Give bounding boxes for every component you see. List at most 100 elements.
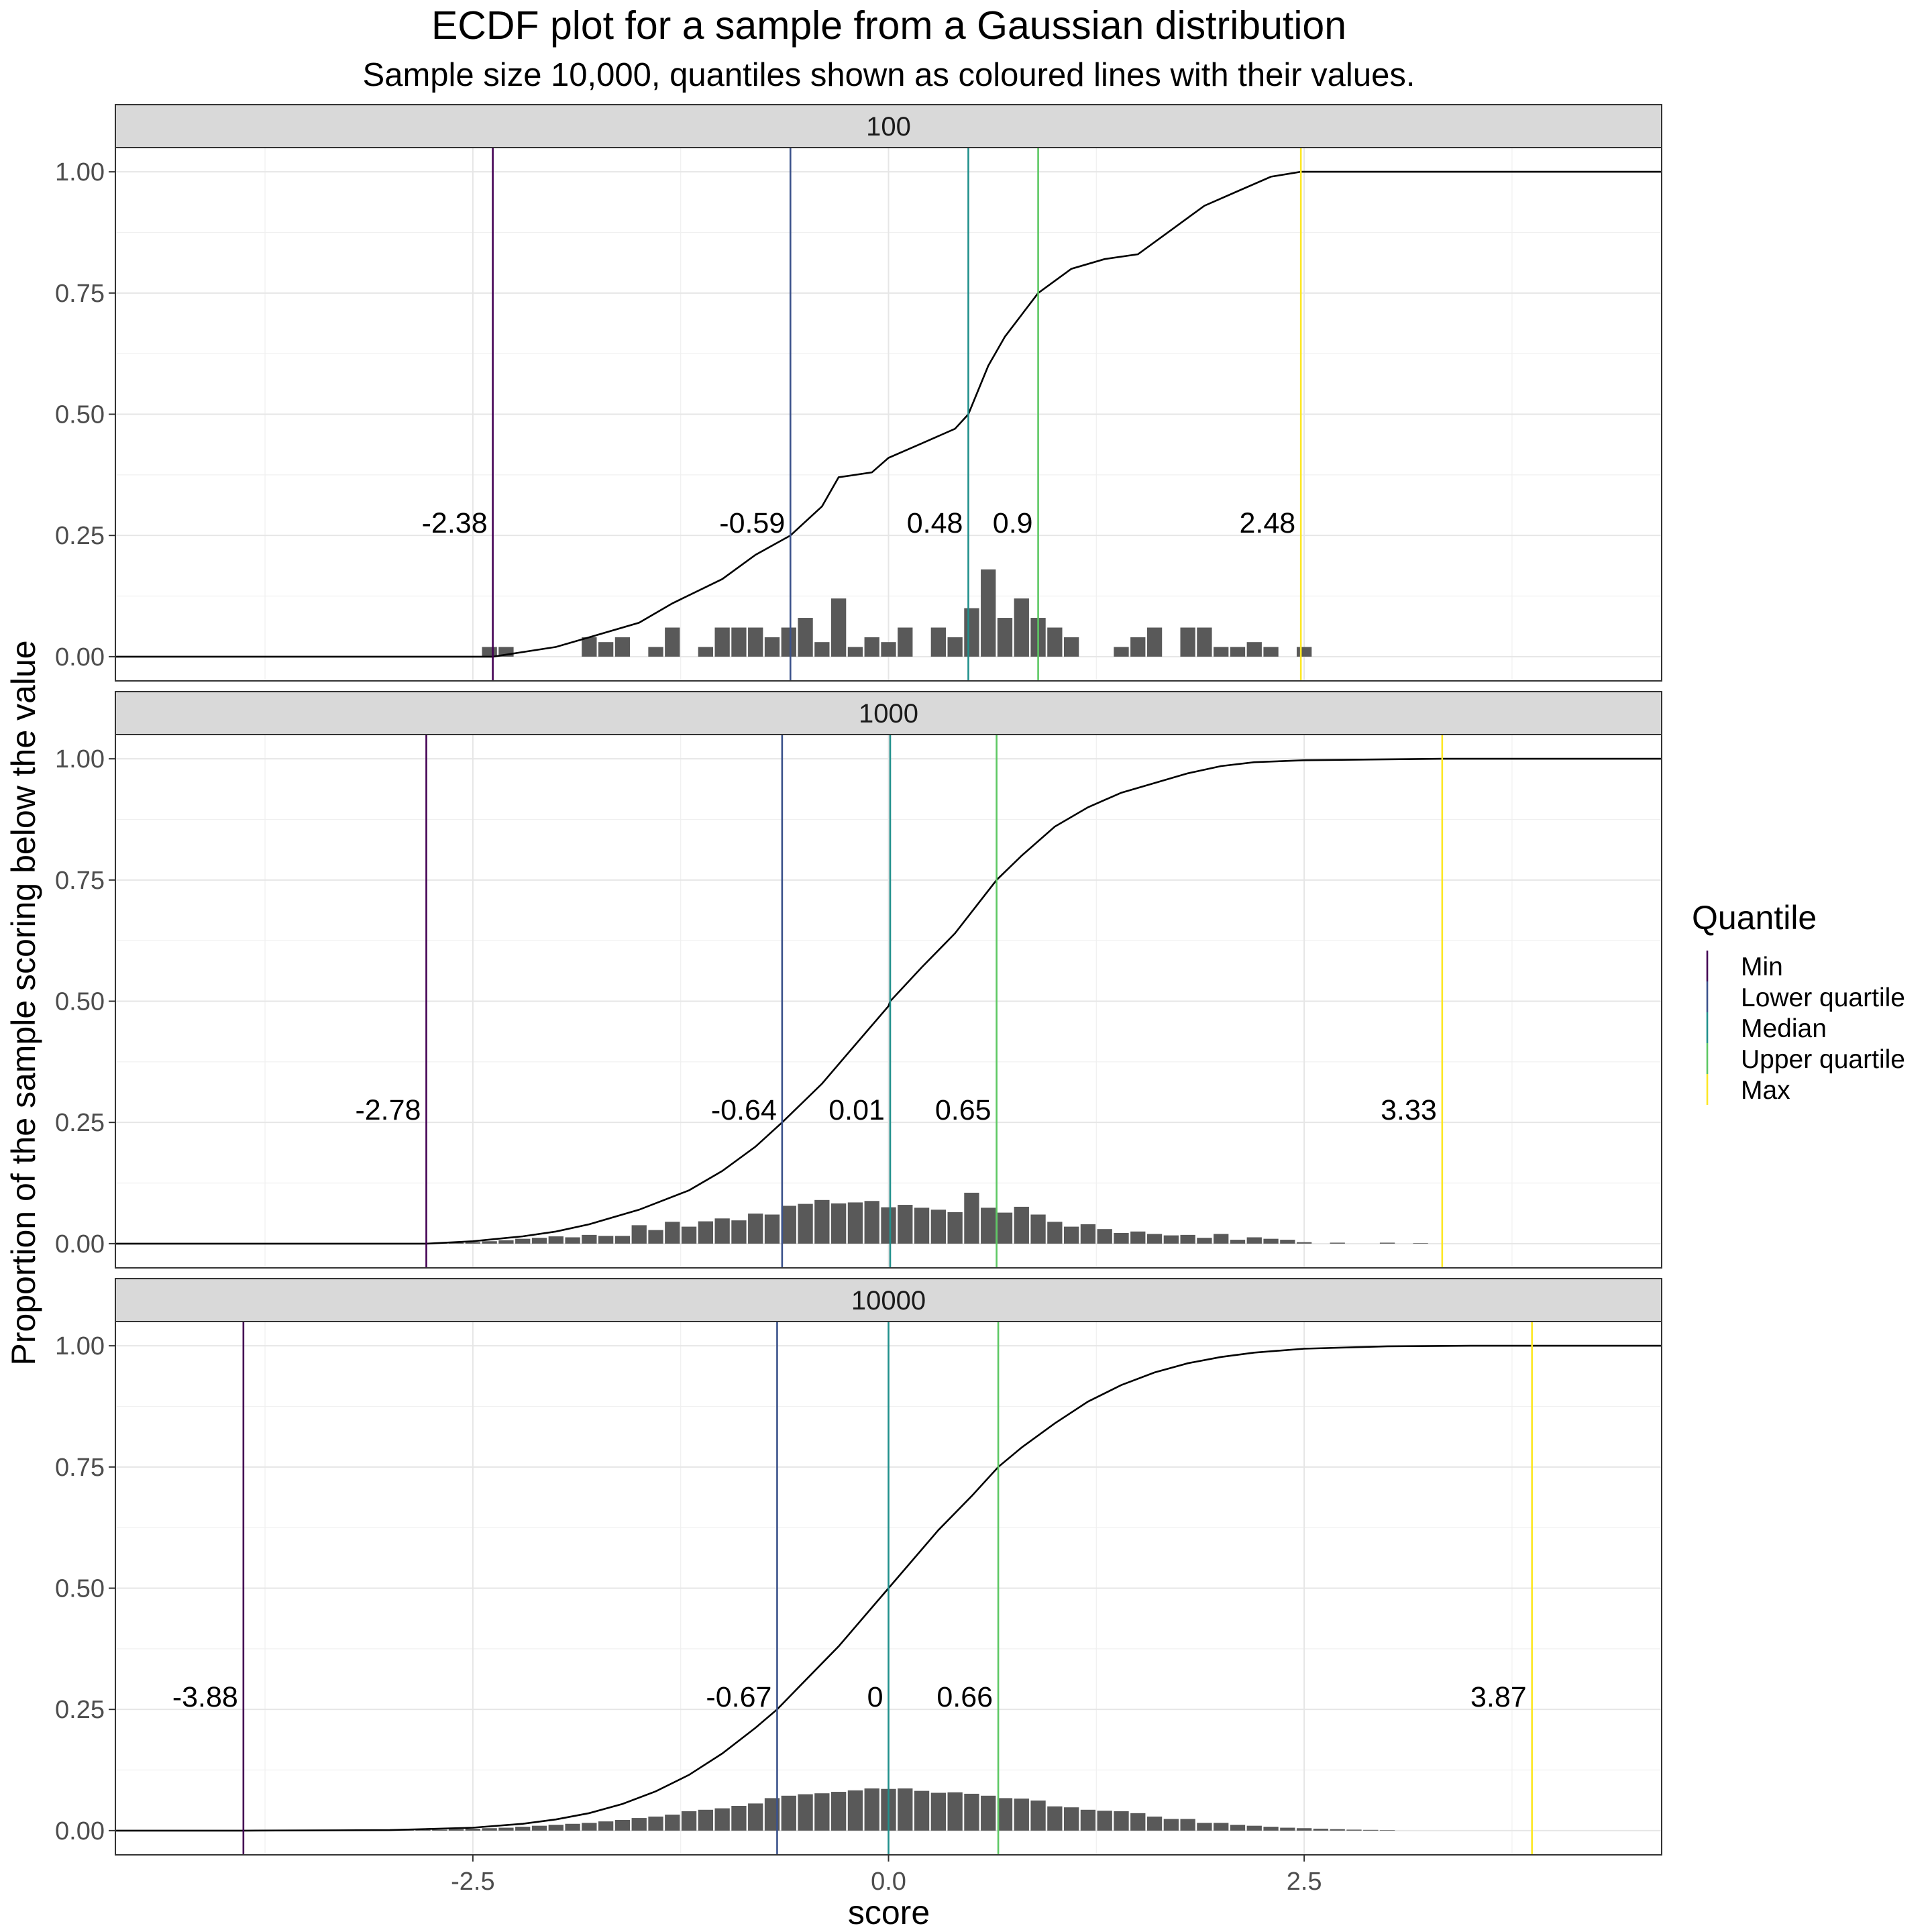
histogram-bar [830,1203,847,1244]
quantile-label: -0.67 [706,1681,771,1713]
histogram-bar [548,1825,564,1831]
y-tick-label: 0.75 [55,867,105,895]
x-tick-label: 2.5 [1287,1868,1322,1896]
histogram-bar [698,647,714,657]
histogram-bar [614,1819,631,1831]
quantile-label: 0.65 [935,1094,991,1126]
facet-strip-label: 100 [866,112,911,142]
histogram-bar [448,1829,464,1831]
histogram-bar [1114,1232,1129,1244]
ecdf-line [115,170,1662,658]
histogram-bar [714,1808,730,1831]
quantile-label: 0.48 [907,507,963,539]
histogram-bar [598,642,614,657]
legend-label: Lower quartile [1741,983,1905,1012]
histogram-bar [648,1816,663,1831]
histogram-bar [798,1794,813,1831]
histogram-bar [531,1238,547,1244]
histogram-bar [1230,1825,1246,1831]
histogram-bar [1214,647,1229,657]
y-tick-label: 0.25 [55,1696,105,1724]
histogram-bar [1280,1827,1295,1831]
histogram-bar [864,1201,879,1244]
histogram-bar [482,1828,497,1831]
histogram-bar [764,1214,780,1244]
histogram-bar [482,1241,497,1244]
histogram-bar [465,1242,481,1244]
histogram-bar [1063,1807,1079,1831]
histogram-bar [1063,1226,1079,1244]
histogram-bar [548,1236,564,1244]
histogram-bar [1246,1825,1262,1831]
x-axis: -2.5 0.0 2.5 [451,1855,1322,1896]
histogram-bar [997,618,1013,657]
histogram-bar [432,1829,447,1831]
histogram-bar [1296,1828,1312,1831]
histogram-bar [1197,1238,1212,1244]
histogram-bar [498,1827,514,1831]
quantile-label: 0.01 [828,1094,885,1126]
histogram-bar [964,1793,979,1831]
histogram-bar [781,627,796,657]
histogram-bar [1413,1243,1428,1244]
facet-panel-10000: 10000 -3.88 -0.67 0 0.66 3.87 0.00 0.25 0.50 0.75… [55,1278,1662,1856]
ecdf-line [115,1344,1662,1832]
histogram-bar [930,1792,947,1831]
histogram-bar [964,608,979,657]
histogram-bar [1047,627,1063,657]
histogram-bar [1014,1206,1029,1244]
histogram-bar [830,598,847,657]
histogram-bar [1330,1242,1345,1244]
y-tick-label: 0.50 [55,401,105,429]
histogram-bar [531,1825,547,1831]
x-axis-title: score [848,1894,930,1931]
histogram-bar [748,1214,763,1244]
histogram-bar [898,1788,913,1831]
histogram-bar [1014,598,1029,657]
histogram-bar [1146,1816,1163,1831]
histogram-bar [1379,1242,1395,1244]
histogram-bar [698,1221,714,1244]
histogram-bar [1114,1811,1129,1831]
histogram-bar [582,637,597,657]
histogram-bar [1180,1234,1195,1244]
histogram-bar [864,637,879,657]
histogram-bar [764,637,780,657]
quantile-label: 0 [867,1681,883,1713]
histogram-bar [814,1793,830,1831]
y-tick-label: 1.00 [55,745,105,773]
histogram-bar [1230,1240,1246,1244]
histogram-bar [1130,637,1146,657]
facet-strip [115,1278,1662,1322]
histogram-bar [748,1803,763,1831]
histogram-bar [1130,1813,1146,1831]
histogram-bar [731,1806,747,1831]
quantile-label: 3.33 [1381,1094,1437,1126]
histogram-bar [1180,1819,1195,1831]
y-tick-label: 0.00 [55,1230,105,1258]
histogram-bar [1163,1819,1179,1831]
y-tick-label: 0.25 [55,522,105,550]
histogram-bar [1330,1829,1345,1831]
histogram-bar [448,1242,464,1244]
x-tick-label: -2.5 [451,1868,494,1896]
histogram-bar [847,647,863,657]
histogram-bar [1030,1214,1046,1244]
facet-strip-label: 1000 [859,699,918,729]
legend-label: Max [1741,1076,1790,1105]
histogram-bar [465,1828,481,1831]
histogram-bar [1014,1799,1029,1831]
histogram-bar [1280,1240,1295,1244]
quantile-label: -0.64 [711,1094,777,1126]
histogram-bar [515,1238,531,1244]
quantile-label: 3.87 [1470,1681,1527,1713]
legend-label: Min [1741,953,1783,981]
quantile-label: 2.48 [1239,507,1295,539]
histogram-bar [1163,1235,1179,1244]
histogram-bar [565,1823,580,1831]
histogram-bar [1097,1811,1112,1831]
histogram-bar [1063,637,1079,657]
histogram-bar [582,1234,597,1244]
histogram-bar [798,1203,813,1244]
